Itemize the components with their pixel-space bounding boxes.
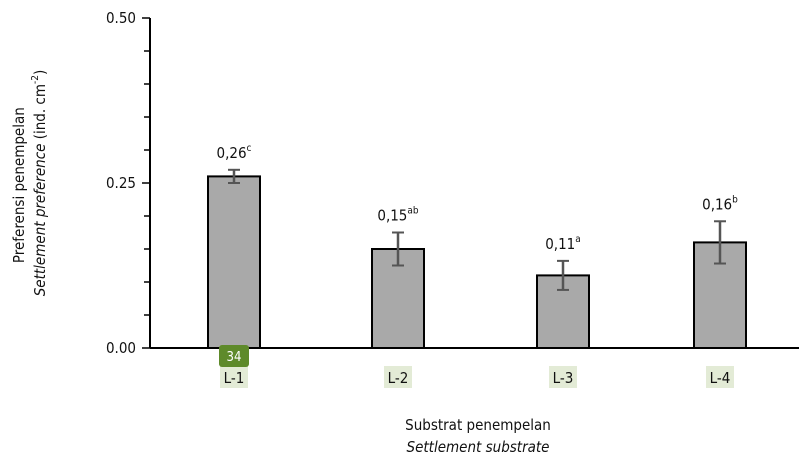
category-highlight (549, 366, 577, 388)
y-axis-title-line1: Preferensi penempelan (10, 107, 28, 263)
x-axis-title-line1: Substrat penempelan (405, 416, 551, 434)
bar-L-3 (536, 274, 590, 349)
data-label: 0,26c (217, 143, 252, 162)
page-number-text: 34 (227, 350, 242, 365)
category-label: L-1 (224, 369, 245, 387)
category-label-group: L-1 (220, 366, 248, 388)
y-tick-label: 0.25 (106, 174, 136, 192)
data-label: 0,16b (702, 194, 738, 213)
x-axis-title-line2: Settlement substrate (407, 438, 550, 456)
page-number-badge: 34 (219, 345, 249, 367)
data-label: 0,15ab (377, 206, 419, 225)
data-label: 0,11a (545, 234, 581, 253)
data-labels: 0,26c 0,15ab 0,11a 0,16b (217, 143, 739, 253)
y-axis-unit-exponent: -2 (30, 75, 41, 84)
error-bars (228, 168, 726, 291)
y-ticks: 0.00 0.25 0.50 (106, 9, 150, 357)
category-highlight (706, 366, 734, 388)
y-tick-label: 0.50 (106, 9, 136, 27)
category-label: L-4 (710, 369, 731, 387)
category-label: L-2 (388, 369, 409, 387)
bar-L-2 (371, 248, 425, 349)
y-axis-title: Preferensi penempelan Settlement prefere… (10, 70, 49, 297)
category-label-group: L-4 (706, 366, 734, 388)
category-label-group: L-3 (549, 366, 577, 388)
y-tick-label: 0.00 (106, 339, 136, 357)
category-highlight (220, 366, 248, 388)
y-axis-unit: (ind. cm (31, 84, 49, 139)
category-label: L-3 (553, 369, 574, 387)
category-highlight (384, 366, 412, 388)
category-label-group: L-2 (384, 366, 412, 388)
y-axis-title-line2: Settlement preference (31, 144, 49, 297)
y-axis-unit-close: ) (31, 70, 49, 75)
bars (207, 175, 747, 349)
page-number-badge-bg (219, 345, 249, 367)
category-labels: L-1 L-2 L-3 L-4 (220, 366, 734, 388)
bar-L-1 (207, 175, 261, 349)
